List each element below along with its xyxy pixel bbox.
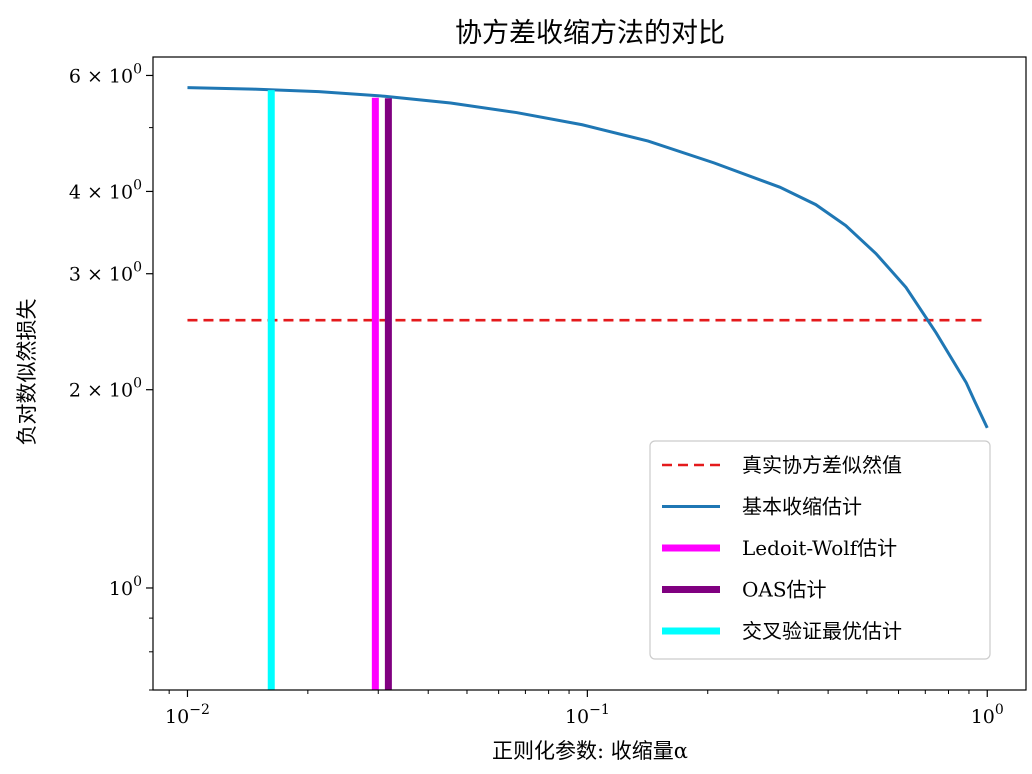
y-tick-label-1: 2 × 100 [69,376,142,402]
plot-frame [152,56,1027,691]
x-tick-label-0: 10−2 [165,702,210,728]
plot-area: 10−2 10−1 100 100 2 × 100 3 × 100 4 × 100 6 × 1… [69,56,1027,728]
y-tick-label-4: 6 × 100 [69,61,142,87]
data-layer [187,86,989,690]
x-tick-label-2: 100 [971,702,1004,728]
legend-label-0: 真实协方差似然值 [742,453,902,477]
axes-layer: 10−2 10−1 100 100 2 × 100 3 × 100 4 × 100 6 × 1… [69,61,1004,728]
series-line-1 [187,86,989,429]
legend-label-2: Ledoit-Wolf估计 [742,536,897,560]
y-axis-label: 负对数似然损失 [15,299,39,446]
legend-label-4: 交叉验证最优估计 [742,619,902,643]
x-axis-label: 正则化参数: 收缩量α [492,739,688,763]
y-tick-label-3: 4 × 100 [69,177,142,203]
x-tick-label-1: 10−1 [565,702,610,728]
legend-label-3: OAS估计 [742,578,827,602]
legend-box [649,440,991,660]
chart-title: 协方差收缩方法的对比 [455,18,725,49]
legend-label-1: 基本收缩估计 [742,495,862,519]
y-tick-label-0: 100 [109,574,142,600]
y-tick-label-2: 3 × 100 [69,260,142,286]
